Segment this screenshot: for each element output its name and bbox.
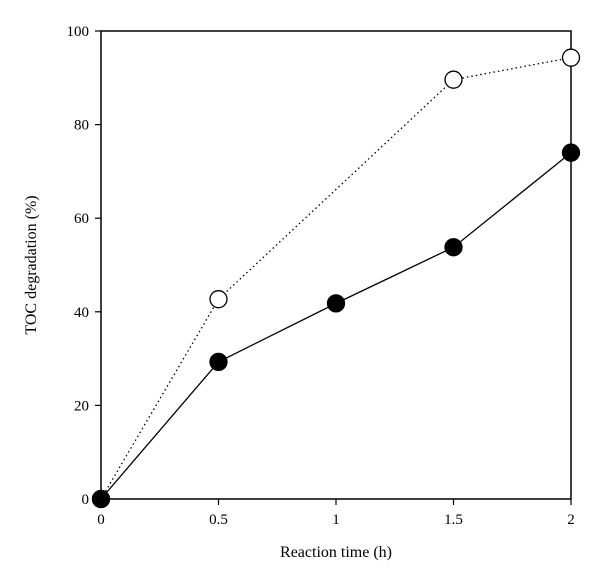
y-tick-label: 20: [74, 398, 89, 414]
y-tick-label: 40: [74, 305, 89, 321]
series-2-point: [561, 143, 581, 162]
y-tick-label: 80: [74, 118, 89, 134]
x-tick-label: 0.5: [209, 512, 228, 528]
series-1-point: [444, 70, 463, 89]
x-tick-label: 1: [332, 512, 340, 528]
plot-frame: [100, 30, 572, 500]
x-tick-label: 0: [97, 512, 105, 528]
y-axis: 0 20 40 60 80 100: [67, 24, 101, 508]
series-2-point: [444, 238, 463, 257]
x-tick-label: 1.5: [444, 512, 463, 528]
series-layer: [91, 48, 581, 509]
x-axis-label: Reaction time (h): [280, 544, 392, 561]
x-tick-label: 2: [567, 512, 575, 528]
series-2-point: [91, 489, 111, 509]
y-tick-label: 60: [74, 211, 89, 227]
y-tick-label: 0: [82, 492, 90, 508]
series-1-point: [561, 48, 581, 67]
x-axis: 0 0.5 1 1.5 2: [97, 499, 575, 528]
series-line-1: [100, 57, 572, 500]
series-2-point: [209, 352, 228, 372]
y-tick-label: 100: [67, 24, 90, 40]
series-1-point: [209, 290, 228, 309]
y-axis-label: TOC degradation (%): [23, 195, 40, 334]
series-2-point: [326, 294, 346, 313]
series-line-2: [100, 152, 572, 500]
